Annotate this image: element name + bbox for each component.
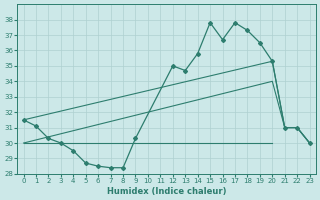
X-axis label: Humidex (Indice chaleur): Humidex (Indice chaleur) (107, 187, 226, 196)
